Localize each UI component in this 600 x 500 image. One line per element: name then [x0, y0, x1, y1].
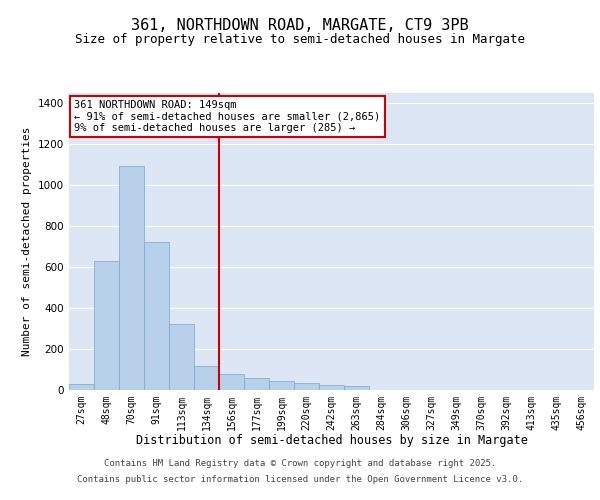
Bar [169, 324, 194, 390]
Text: Contains public sector information licensed under the Open Government Licence v3: Contains public sector information licen… [77, 474, 523, 484]
Bar [269, 381, 294, 390]
Bar [219, 374, 244, 390]
Y-axis label: Number of semi-detached properties: Number of semi-detached properties [22, 126, 32, 356]
Bar [119, 166, 144, 390]
X-axis label: Distribution of semi-detached houses by size in Margate: Distribution of semi-detached houses by … [136, 434, 527, 448]
Bar [144, 242, 169, 390]
Bar [94, 260, 119, 390]
Bar [244, 378, 269, 390]
Bar [344, 386, 369, 390]
Bar [194, 366, 219, 390]
Text: Size of property relative to semi-detached houses in Margate: Size of property relative to semi-detach… [75, 32, 525, 46]
Bar [69, 384, 94, 390]
Bar [319, 385, 344, 390]
Text: Contains HM Land Registry data © Crown copyright and database right 2025.: Contains HM Land Registry data © Crown c… [104, 460, 496, 468]
Text: 361 NORTHDOWN ROAD: 149sqm
← 91% of semi-detached houses are smaller (2,865)
9% : 361 NORTHDOWN ROAD: 149sqm ← 91% of semi… [74, 100, 380, 133]
Bar [294, 383, 319, 390]
Text: 361, NORTHDOWN ROAD, MARGATE, CT9 3PB: 361, NORTHDOWN ROAD, MARGATE, CT9 3PB [131, 18, 469, 32]
